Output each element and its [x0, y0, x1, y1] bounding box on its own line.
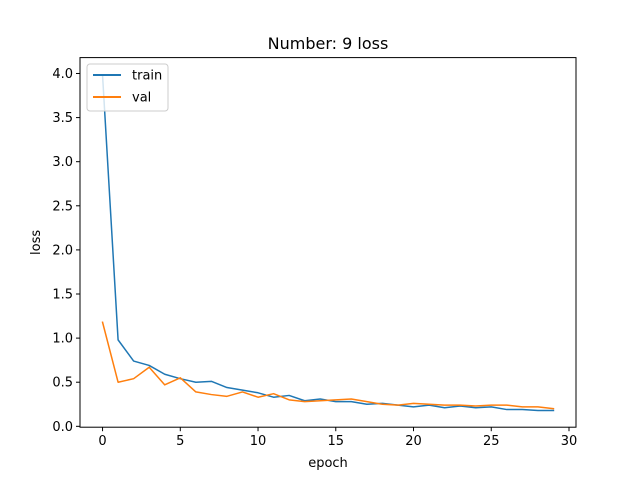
x-tick-label: 15 [328, 434, 345, 449]
y-tick-label: 0.5 [52, 376, 73, 391]
y-tick-label: 4.0 [52, 67, 73, 82]
legend-label-val: val [132, 91, 151, 106]
series-line-val [101, 321, 555, 410]
legend-label-train: train [132, 69, 162, 84]
x-tick-label: 5 [176, 434, 184, 449]
legend: train val [86, 63, 169, 112]
y-tick-label: 1.0 [52, 332, 73, 347]
y-tick-label: 1.5 [52, 288, 73, 303]
x-axis-label: epoch [308, 456, 348, 471]
x-tick-label: 25 [483, 434, 500, 449]
chart-title: Number: 9 loss [268, 34, 389, 53]
y-tick-label: 3.5 [52, 111, 73, 126]
y-tick-label: 2.5 [52, 199, 73, 214]
y-tick-label: 2.0 [52, 243, 73, 258]
x-tick-label: 0 [98, 434, 106, 449]
x-tick-label: 20 [405, 434, 422, 449]
x-axis: 0 5 10 15 20 25 30 [98, 427, 577, 449]
series-layer [101, 74, 555, 412]
y-axis-label: loss [29, 230, 44, 255]
y-tick-label: 3.0 [52, 155, 73, 170]
x-tick-label: 10 [250, 434, 267, 449]
plot-frame [79, 57, 577, 428]
x-tick-label: 30 [561, 434, 578, 449]
y-axis: 0.0 0.5 1.0 1.5 2.0 2.5 3.0 3.5 4.0 [52, 67, 80, 435]
series-points-val [102, 322, 554, 409]
y-tick-label: 0.0 [52, 420, 73, 435]
